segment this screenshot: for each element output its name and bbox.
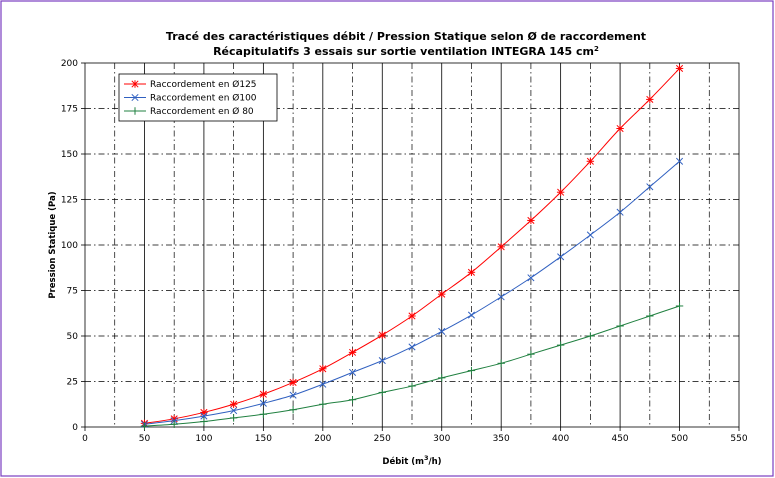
series-1-point	[378, 331, 386, 339]
series-3-point	[229, 414, 238, 422]
series-2-point	[319, 380, 327, 388]
series-3-point	[675, 302, 684, 310]
y-tick-label: 125	[61, 196, 78, 206]
series-1-point	[646, 95, 654, 104]
series-1-point	[527, 216, 535, 225]
series-3	[140, 302, 684, 430]
series-3-point	[140, 422, 149, 430]
series-2-point	[348, 368, 357, 376]
series-1-legend-marker	[131, 80, 139, 88]
series-2-point	[586, 231, 594, 239]
series-3-point	[497, 359, 505, 367]
series-2-point	[259, 399, 267, 407]
series-3-point	[289, 406, 297, 414]
series-3-point	[556, 341, 565, 349]
x-tick-label: 50	[139, 434, 151, 444]
series-3-legend-marker	[131, 107, 139, 115]
x-tick-label: 300	[433, 434, 450, 444]
series-1-point	[616, 124, 624, 133]
series-1-point	[556, 188, 565, 196]
series-2-legend-label: Raccordement en Ø100	[150, 93, 257, 104]
series-1-legend-label: Raccordement en Ø125	[150, 79, 257, 90]
series-2-point	[557, 253, 565, 261]
series-1-point	[586, 157, 595, 165]
series-1-point	[319, 365, 327, 373]
series-3-point	[616, 322, 624, 330]
series-2-point	[200, 412, 208, 420]
series-3-point	[408, 382, 416, 390]
series-3-point	[200, 417, 208, 426]
series-2-point	[675, 157, 684, 165]
x-tick-label: 500	[671, 434, 688, 444]
x-tick-label: 350	[493, 434, 510, 444]
y-axis-label: Pression Statique (Pa)	[48, 191, 58, 298]
series-2-point	[467, 311, 476, 319]
series-2-legend-marker	[131, 93, 139, 102]
series-2	[140, 157, 684, 428]
series-2-point	[378, 357, 386, 365]
series-1-point	[259, 390, 268, 398]
y-tick-label: 175	[61, 105, 78, 115]
series-1-point	[408, 312, 416, 320]
x-axis-label: Débit (m3/h)	[382, 454, 441, 467]
y-tick-label: 75	[67, 287, 78, 297]
series-3-point	[438, 374, 446, 382]
series-3-point	[348, 396, 357, 404]
series-2-point	[527, 274, 535, 282]
x-tick-label: 250	[374, 434, 391, 444]
y-tick-label: 25	[67, 378, 78, 388]
series-2-point	[497, 293, 505, 301]
series-1-point	[497, 243, 505, 251]
series-1	[140, 64, 684, 428]
x-tick-label: 200	[314, 434, 331, 444]
x-tick-label: 150	[255, 434, 272, 444]
series-1-point	[438, 290, 446, 298]
x-tick-label: 550	[730, 434, 747, 444]
series-1-point	[289, 378, 297, 387]
series-3-point	[170, 420, 178, 428]
y-tick-label: 0	[72, 423, 78, 433]
series-2-point	[616, 208, 624, 216]
series-2-point	[646, 183, 654, 191]
chart-subtitle: Récapitulatifs 3 essais sur sortie venti…	[213, 45, 599, 58]
series-3-point	[527, 350, 535, 358]
chart-legend: Raccordement en Ø125 Raccordement en Ø100…	[118, 73, 278, 122]
y-tick-label: 150	[61, 150, 78, 160]
series-1-point	[467, 268, 476, 276]
y-tick-label: 100	[61, 241, 78, 251]
series-layer	[140, 64, 684, 430]
series-2-point	[408, 343, 416, 351]
series-1-point	[200, 408, 208, 417]
series-2-point	[289, 391, 297, 399]
chart-title: Tracé des caractéristiques débit / Press…	[166, 30, 646, 43]
series-3-point	[467, 366, 476, 375]
series-3-point	[319, 400, 327, 408]
series-1-point	[348, 348, 357, 357]
series-3-legend-label: Raccordement en Ø 80	[150, 106, 254, 117]
x-tick-label: 450	[611, 434, 628, 444]
series-3-point	[646, 312, 654, 320]
series-1-point	[229, 400, 238, 408]
series-2-point	[230, 407, 238, 415]
axis-ticks: 0 50 100 150 200 250 300 350 400 450 500 550 0 25 50 75…	[61, 59, 748, 444]
series-3-point	[259, 410, 268, 418]
x-tick-label: 0	[82, 434, 88, 444]
series-3-point	[378, 388, 386, 397]
y-tick-label: 200	[61, 59, 78, 69]
x-tick-label: 400	[552, 434, 569, 444]
series-1-point	[675, 64, 684, 73]
series-3-point	[586, 332, 595, 340]
y-tick-label: 50	[67, 332, 79, 342]
x-tick-label: 100	[195, 434, 212, 444]
series-2-point	[438, 327, 446, 336]
